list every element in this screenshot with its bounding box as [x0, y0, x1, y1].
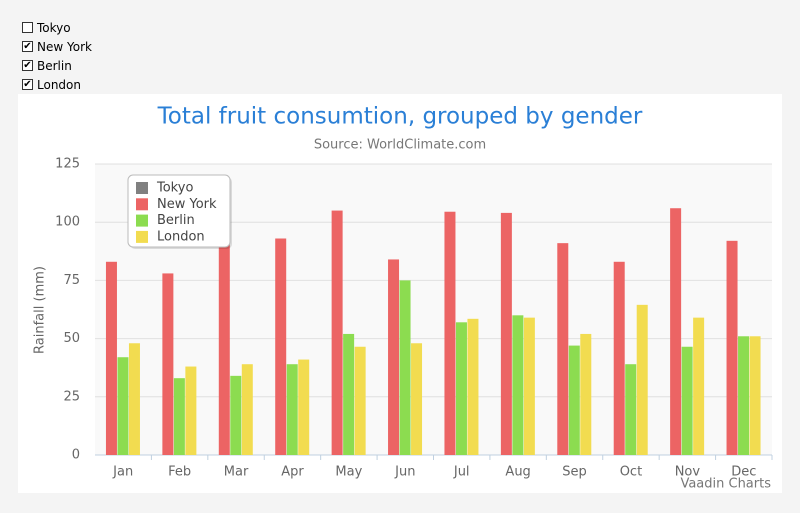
bar [354, 346, 366, 455]
x-tick-label: Mar [224, 465, 249, 480]
bar [241, 364, 253, 455]
chart-title: Total fruit consumtion, grouped by gende… [157, 104, 643, 130]
bar [298, 359, 310, 455]
checkbox-box[interactable] [22, 22, 33, 33]
bar [185, 366, 197, 455]
bar [568, 345, 580, 455]
checkbox-box[interactable]: ✔ [22, 60, 33, 71]
x-tick-label: Nov [675, 465, 701, 480]
y-tick-label: 50 [63, 331, 80, 346]
chart-subtitle: Source: WorldClimate.com [314, 138, 486, 153]
y-tick-label: 0 [72, 448, 80, 463]
legend-symbol [136, 214, 148, 227]
legend-symbol [136, 182, 148, 194]
bar [444, 211, 456, 455]
bar [613, 261, 625, 455]
bar [117, 357, 129, 455]
bar [738, 336, 750, 455]
bar [467, 318, 479, 455]
bar [411, 343, 423, 455]
checkbox[interactable]: ✔ London [22, 75, 92, 94]
bar [128, 343, 140, 455]
legend-label: Berlin [157, 213, 195, 228]
bar [670, 208, 682, 455]
bar [173, 378, 185, 455]
y-axis-label: Rainfall (mm) [33, 266, 48, 354]
legend-box [127, 174, 231, 248]
bar [557, 243, 569, 455]
y-tick-label: 25 [63, 389, 80, 404]
bar [523, 317, 535, 455]
y-tick-label: 75 [63, 273, 80, 288]
x-tick-label: Jun [394, 465, 415, 480]
x-tick-label: Apr [281, 465, 304, 480]
bar [331, 210, 343, 455]
checkbox-label[interactable]: Tokyo [37, 20, 71, 35]
checkbox[interactable]: ✔ New York [22, 37, 92, 56]
checkbox[interactable]: Tokyo [22, 18, 92, 37]
bar [693, 317, 705, 455]
bar [388, 259, 400, 455]
bar [105, 261, 117, 455]
checkbox-box[interactable]: ✔ [22, 79, 33, 90]
x-tick-label: Aug [505, 465, 530, 480]
bar [580, 333, 592, 455]
bar [399, 280, 411, 455]
x-tick-label: Sep [562, 465, 587, 480]
legend-symbol [136, 198, 148, 211]
legend-label: London [157, 229, 205, 244]
x-tick-label: Jul [453, 465, 470, 480]
bar [275, 238, 287, 455]
y-tick-label: 100 [55, 215, 80, 230]
y-tick-label: 125 [55, 157, 80, 172]
bar [500, 212, 512, 455]
checkbox-label[interactable]: New York [37, 39, 92, 54]
series-toggles: Tokyo ✔ New York ✔ Berlin ✔ London [22, 18, 92, 94]
bar [726, 240, 738, 455]
checkbox-label[interactable]: London [37, 77, 81, 92]
bar [162, 273, 174, 455]
legend-label: Tokyo [156, 181, 193, 196]
x-tick-label: May [335, 465, 362, 480]
x-tick-label: Jan [112, 465, 133, 480]
bar [749, 336, 761, 455]
bar [512, 315, 524, 455]
x-tick-label: Oct [620, 465, 642, 480]
legend-label: New York [157, 197, 217, 212]
checkbox[interactable]: ✔ Berlin [22, 56, 92, 75]
bar [636, 304, 648, 455]
x-tick-label: Feb [168, 465, 191, 480]
bar [625, 364, 637, 455]
x-tick-label: Dec [731, 465, 756, 480]
bar [218, 226, 230, 455]
bar [230, 375, 242, 455]
bar [681, 346, 693, 455]
legend-symbol [136, 230, 148, 243]
checkbox-label[interactable]: Berlin [37, 58, 72, 73]
checkbox-box[interactable]: ✔ [22, 41, 33, 52]
bar [286, 364, 298, 455]
credits: Vaadin Charts [680, 477, 771, 492]
bar [343, 333, 355, 455]
bar [455, 322, 467, 455]
